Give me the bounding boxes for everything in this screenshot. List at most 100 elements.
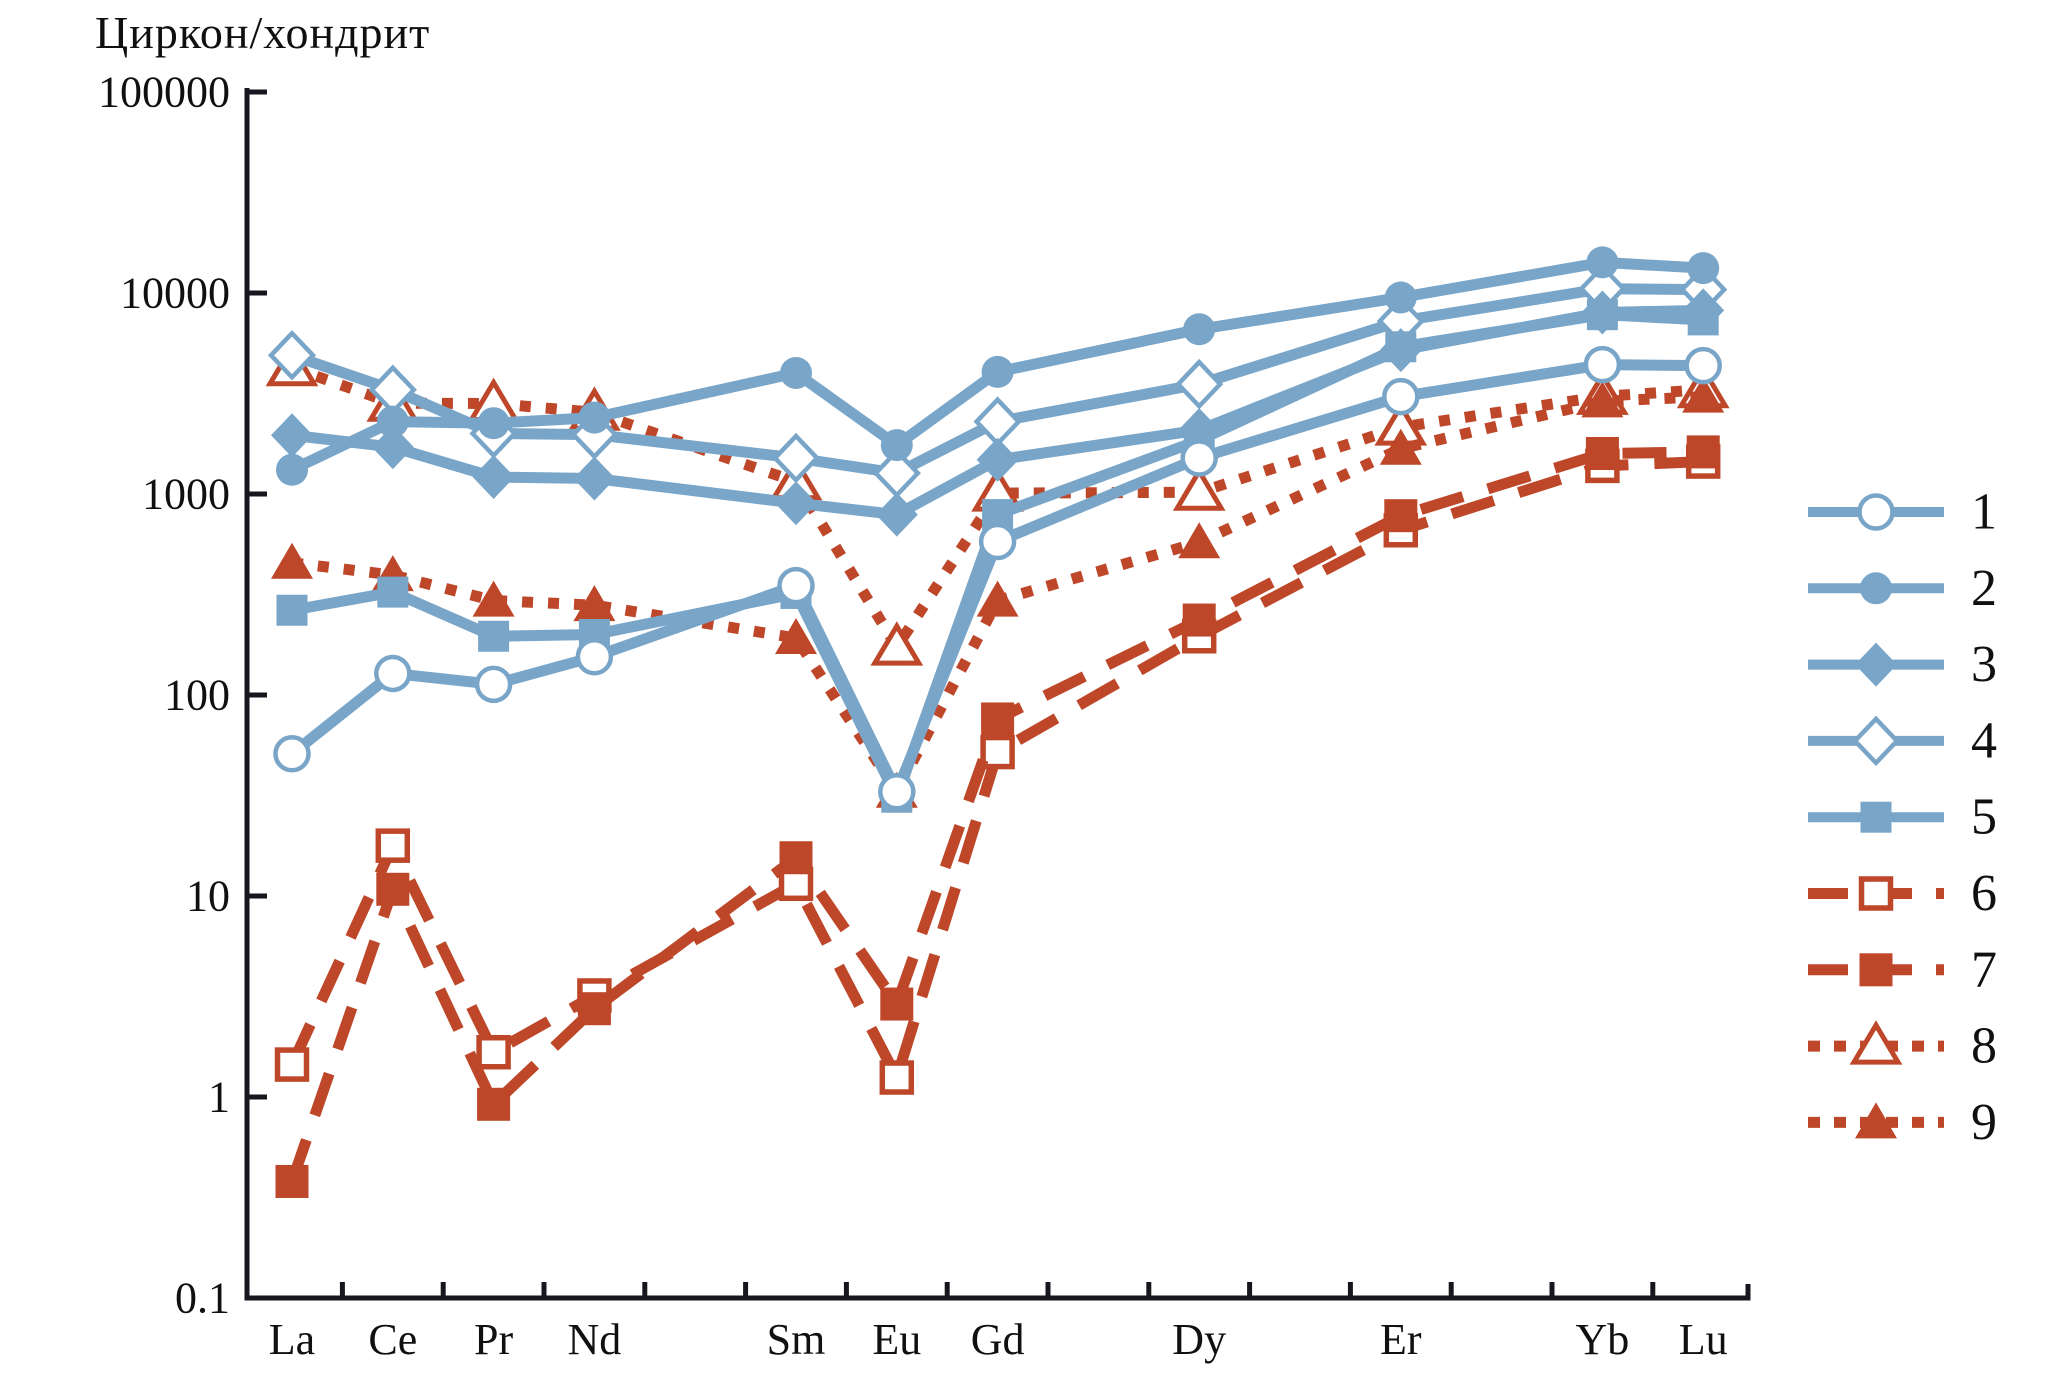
series-6-marker-Ce xyxy=(375,828,411,863)
legend-item-5: 5 xyxy=(1808,789,1997,846)
series-3-marker-Pr xyxy=(472,455,515,500)
legend-marker-6 xyxy=(1858,876,1894,911)
y-label-100000: 100000 xyxy=(98,68,230,117)
x-label-Nd: Nd xyxy=(568,1315,622,1364)
series-1-marker-Sm xyxy=(777,566,815,605)
series-2-marker-Er xyxy=(1384,281,1417,314)
series-1-marker-Lu xyxy=(1684,346,1722,385)
series-2-marker-Eu xyxy=(880,429,913,462)
series-7-marker-Gd xyxy=(981,702,1015,736)
series-6-marker-La xyxy=(274,1047,310,1082)
legend-label-8: 8 xyxy=(1971,1018,1997,1075)
series-1 xyxy=(273,345,1722,811)
series-3-marker-Gd xyxy=(976,437,1019,482)
series-7-marker-Nd xyxy=(577,992,611,1026)
series-8-line xyxy=(290,362,1704,653)
series-2-marker-Dy xyxy=(1183,313,1216,346)
series-2 xyxy=(276,246,1720,486)
legend-label-1: 1 xyxy=(1971,484,1997,541)
legend-item-8: 8 xyxy=(1808,1018,1997,1075)
series-9-marker-Nd xyxy=(573,585,616,622)
series-4-marker-Gd xyxy=(973,396,1022,447)
legend-marker-2 xyxy=(1860,572,1892,605)
series-7-marker-La xyxy=(275,1164,309,1198)
series-7 xyxy=(275,435,1720,1198)
series-7-marker-Ce xyxy=(376,872,410,906)
legend-marker-5 xyxy=(1860,801,1892,833)
series-9-marker-La xyxy=(271,542,313,579)
series-9-line xyxy=(291,391,1704,798)
legend-label-3: 3 xyxy=(1971,636,1997,693)
legend-label-6: 6 xyxy=(1971,865,1997,922)
series-4-marker-La xyxy=(267,330,317,381)
series-3-marker-Eu xyxy=(875,492,918,537)
series-6-marker-Eu xyxy=(879,1060,915,1095)
x-label-Gd: Gd xyxy=(971,1315,1025,1364)
x-label-Sm: Sm xyxy=(767,1315,826,1364)
series-7-marker-Yb xyxy=(1585,437,1619,471)
legend-item-7: 7 xyxy=(1808,941,1997,998)
legend-label-4: 4 xyxy=(1971,712,1997,769)
legend-marker-9 xyxy=(1855,1102,1897,1139)
legend-label-5: 5 xyxy=(1971,789,1997,846)
legend: 1 2 3 4 5 6 7 8 9 xyxy=(1808,484,1997,1151)
y-label-100: 100 xyxy=(164,671,230,720)
legend-marker-7 xyxy=(1859,953,1893,987)
series-7-marker-Lu xyxy=(1686,435,1720,469)
series-7-marker-Eu xyxy=(880,987,914,1021)
axis-frame xyxy=(244,88,1751,1301)
series-3-marker-Sm xyxy=(775,481,817,526)
series-1-marker-Ce xyxy=(374,654,412,693)
series-4-marker-Dy xyxy=(1175,358,1224,410)
x-label-Eu: Eu xyxy=(872,1315,921,1364)
legend-marker-3 xyxy=(1855,642,1897,687)
legend-item-9: 9 xyxy=(1808,1094,1997,1151)
legend-label-2: 2 xyxy=(1971,560,1997,617)
series-7-marker-Pr xyxy=(477,1087,511,1121)
legend-marker-8 xyxy=(1849,1020,1903,1065)
series-3-marker-Nd xyxy=(573,456,616,501)
series-5-marker-La xyxy=(276,594,308,626)
legend-item-2: 2 xyxy=(1808,560,1997,617)
series-7-marker-Dy xyxy=(1182,603,1216,637)
x-label-Ce: Ce xyxy=(368,1315,417,1364)
x-label-Dy: Dy xyxy=(1172,1315,1226,1364)
series-7-line xyxy=(286,446,1704,1184)
chart-title: Циркон/хондрит xyxy=(95,7,431,58)
series-1-marker-Pr xyxy=(474,665,513,704)
legend-item-4: 4 xyxy=(1808,712,1997,769)
series-3-marker-La xyxy=(271,413,313,458)
series-9-marker-Yb xyxy=(1581,381,1624,418)
series-5-marker-Er xyxy=(1385,331,1417,363)
series-1-marker-Gd xyxy=(978,522,1017,561)
series-1-marker-Nd xyxy=(575,637,614,676)
legend-marker-1 xyxy=(1857,493,1895,531)
y-label-1: 1 xyxy=(208,1073,230,1122)
series-6-line xyxy=(287,456,1704,1084)
series-5-marker-Lu xyxy=(1687,304,1719,336)
series-5-marker-Yb xyxy=(1586,299,1618,331)
series-1-marker-Eu xyxy=(878,773,916,811)
series-2-marker-Nd xyxy=(578,401,611,434)
x-label-Lu: Lu xyxy=(1679,1315,1728,1364)
legend-label-7: 7 xyxy=(1971,941,1997,998)
y-label-10000: 10000 xyxy=(120,269,230,318)
series-9-marker-Er xyxy=(1379,428,1422,465)
series-9-marker-Dy xyxy=(1178,522,1221,559)
y-label-10: 10 xyxy=(186,872,230,921)
series-9-marker-Sm xyxy=(775,618,817,655)
series-8-marker-Dy xyxy=(1172,466,1226,511)
series-9-marker-Lu xyxy=(1682,376,1725,413)
legend-item-6: 6 xyxy=(1808,865,1997,922)
series-1-marker-Er xyxy=(1382,377,1420,416)
series-8-marker-Eu xyxy=(870,621,924,666)
series-6-marker-Pr xyxy=(476,1034,511,1070)
series-2-marker-La xyxy=(276,453,308,486)
series-2-marker-Sm xyxy=(780,356,812,389)
series-5-marker-Pr xyxy=(478,620,510,652)
axes: 100000 10000 1000 100 10 1 0.1 La Ce Pr Nd Sm Eu Gd Dy… xyxy=(98,68,1751,1364)
series-5-marker-Ce xyxy=(377,576,409,608)
series-9-marker-Pr xyxy=(472,580,515,617)
series-3-marker-Ce xyxy=(371,425,414,470)
